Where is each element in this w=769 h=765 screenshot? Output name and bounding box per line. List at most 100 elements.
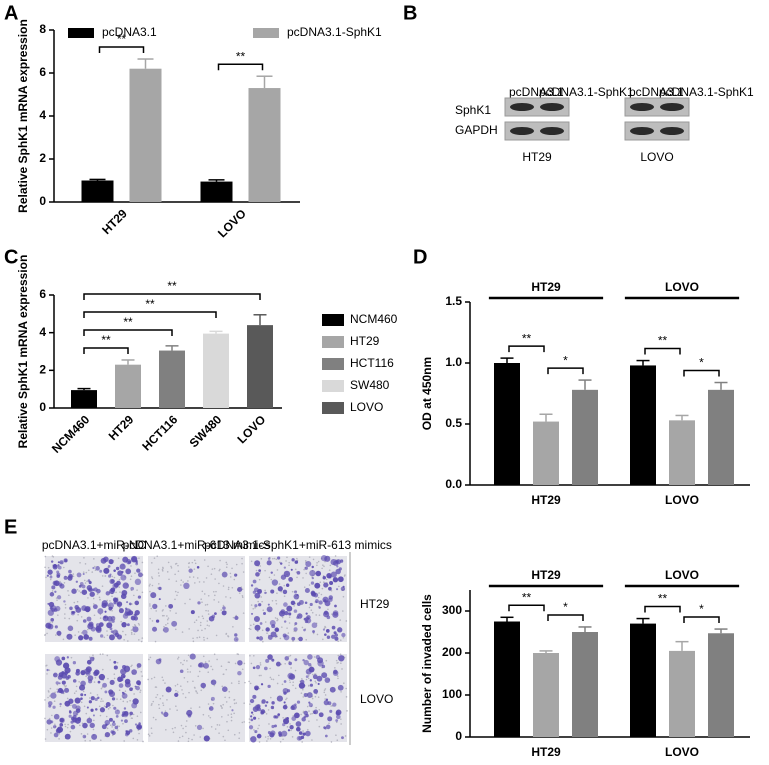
pore <box>334 555 337 557</box>
cell <box>96 588 101 594</box>
pore <box>168 578 170 581</box>
cell <box>59 560 64 565</box>
pore <box>70 704 72 707</box>
pore <box>89 656 91 658</box>
pore <box>189 598 191 601</box>
pore <box>308 720 310 723</box>
cell <box>253 616 260 623</box>
pore <box>305 572 307 575</box>
pore <box>75 690 78 692</box>
pore <box>343 575 346 577</box>
pore <box>203 639 205 641</box>
pore <box>330 741 333 743</box>
pore <box>212 702 215 705</box>
pore <box>259 565 262 567</box>
pore <box>300 692 303 694</box>
cell <box>128 602 132 606</box>
cell <box>284 610 289 616</box>
cell <box>75 580 78 583</box>
pore <box>241 594 244 597</box>
cell <box>116 601 123 607</box>
pore <box>102 700 104 702</box>
cell <box>135 685 140 691</box>
pore <box>79 562 81 564</box>
y-tick-label: 4 <box>39 108 46 122</box>
cell <box>70 716 75 721</box>
pore <box>206 603 209 606</box>
pore <box>315 614 317 616</box>
cell <box>110 587 116 593</box>
cell <box>288 577 293 582</box>
pore <box>288 616 291 618</box>
pore <box>292 684 294 687</box>
pore <box>198 670 201 673</box>
lane-label: pcDNA3.1 <box>629 85 684 99</box>
pore <box>317 560 320 563</box>
blot-band <box>540 127 564 135</box>
pore <box>202 617 205 620</box>
pore <box>339 619 342 621</box>
cell <box>313 689 319 694</box>
pore <box>229 572 232 575</box>
pore <box>317 596 320 599</box>
pore <box>185 731 187 734</box>
legend-label: HT29 <box>350 334 380 348</box>
x-tick-label: LOVO <box>665 493 699 507</box>
cell <box>328 595 333 600</box>
pore <box>324 625 326 628</box>
pore <box>174 684 177 687</box>
pore <box>82 571 85 573</box>
cell <box>84 693 87 696</box>
pore <box>308 584 311 586</box>
pore <box>100 698 103 700</box>
cell <box>237 586 243 593</box>
cell <box>72 679 77 683</box>
cell <box>120 719 124 722</box>
pore <box>275 602 278 605</box>
pore <box>300 713 302 716</box>
pore <box>103 705 106 707</box>
pore <box>186 668 189 671</box>
pore <box>92 597 95 600</box>
pore <box>342 610 344 612</box>
cell <box>89 591 95 597</box>
pore <box>159 697 162 700</box>
cell <box>252 590 256 594</box>
cell <box>323 611 330 618</box>
cell <box>47 569 53 575</box>
pore <box>148 658 150 661</box>
cell <box>210 679 217 686</box>
cell <box>282 589 288 595</box>
pore <box>44 699 46 701</box>
pore <box>162 704 165 707</box>
cell <box>315 570 322 577</box>
pore <box>98 596 101 599</box>
pore <box>260 558 263 560</box>
pore <box>328 569 331 571</box>
pore <box>150 727 153 729</box>
pore <box>63 582 66 584</box>
cell <box>129 687 133 692</box>
cell <box>66 656 69 659</box>
cell <box>130 615 136 621</box>
pore <box>207 703 210 705</box>
cell <box>61 656 66 661</box>
cell <box>174 692 179 697</box>
cell <box>136 568 141 573</box>
cell <box>203 735 210 742</box>
cell <box>52 580 58 586</box>
pore <box>155 610 157 612</box>
pore <box>197 629 199 632</box>
cell <box>50 618 55 622</box>
cell <box>111 619 115 623</box>
cell <box>86 706 89 709</box>
pore <box>256 630 259 633</box>
cell <box>55 605 61 612</box>
pore <box>249 703 251 705</box>
cell <box>83 634 90 640</box>
cell <box>120 574 127 581</box>
pore <box>331 613 333 615</box>
pore <box>228 696 231 699</box>
cell <box>264 591 267 595</box>
cell <box>196 566 200 569</box>
